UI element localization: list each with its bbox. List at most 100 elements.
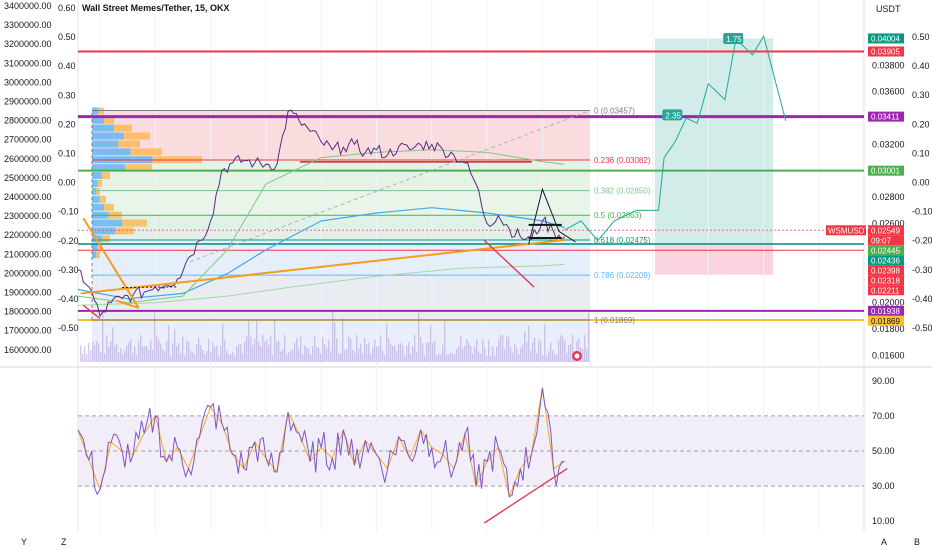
volume-bar bbox=[480, 353, 482, 362]
volume-bar bbox=[546, 355, 548, 362]
left-axis-1-tick: 3400000.00 bbox=[4, 1, 52, 11]
volume-bar bbox=[328, 339, 330, 362]
volume-bar bbox=[526, 342, 528, 362]
y-axis-toggle[interactable]: Y bbox=[21, 537, 27, 547]
z-axis-toggle[interactable]: Z bbox=[61, 537, 67, 547]
volume-bar bbox=[370, 354, 372, 362]
price-badge-label: 0.02211 bbox=[871, 286, 900, 295]
volume-bar bbox=[330, 350, 332, 362]
left-axis-2-tick: -0.10 bbox=[58, 207, 79, 217]
volume-bar bbox=[464, 345, 466, 362]
fib-zone bbox=[92, 215, 590, 241]
volume-profile-bar bbox=[92, 203, 105, 211]
rsi-divergence-line[interactable] bbox=[483, 467, 568, 524]
volume-bar bbox=[98, 343, 100, 362]
volume-bar bbox=[352, 349, 354, 362]
volume-bar bbox=[388, 338, 390, 362]
left-axis-2-tick: 0.00 bbox=[58, 178, 76, 188]
volume-bar bbox=[234, 355, 236, 362]
volume-bar bbox=[258, 342, 260, 362]
fib-zone bbox=[92, 190, 590, 216]
descending-trendline[interactable] bbox=[82, 217, 140, 309]
volume-bar bbox=[554, 353, 556, 362]
volume-bar bbox=[160, 343, 162, 362]
volume-bar bbox=[88, 343, 90, 362]
volume-bar bbox=[522, 344, 524, 362]
volume-bar bbox=[438, 353, 440, 362]
b-scale-button[interactable]: B bbox=[914, 537, 920, 547]
volume-bar bbox=[356, 334, 358, 362]
divergence-line[interactable] bbox=[82, 304, 101, 320]
long-position-stop-zone[interactable] bbox=[655, 245, 773, 275]
left-axis-1-tick: 3000000.00 bbox=[4, 77, 52, 87]
price-badge bbox=[868, 265, 904, 276]
volume-bar bbox=[86, 354, 88, 362]
volume-bar bbox=[324, 344, 326, 362]
volume-profile-bar bbox=[101, 235, 110, 243]
divergence-line[interactable] bbox=[483, 239, 535, 288]
volume-bar bbox=[184, 355, 186, 362]
support-trendline[interactable] bbox=[80, 239, 565, 295]
volume-bar bbox=[282, 349, 284, 362]
volume-bar bbox=[378, 346, 380, 362]
trend-segment[interactable] bbox=[116, 299, 140, 309]
volume-bar bbox=[466, 338, 468, 362]
right-axis-2-tick: 0.00 bbox=[912, 178, 930, 188]
price-axis-tick: 0.01600 bbox=[872, 350, 905, 360]
volume-bar bbox=[224, 340, 226, 362]
ma-slow bbox=[77, 263, 565, 306]
volume-bar bbox=[426, 342, 428, 362]
volume-bar bbox=[524, 330, 526, 362]
volume-bar bbox=[560, 335, 562, 362]
price-axis-tick: 0.02600 bbox=[872, 219, 905, 229]
volume-bar bbox=[264, 341, 266, 362]
left-axis-2-tick: 0.10 bbox=[58, 149, 76, 159]
volume-profile-bar bbox=[92, 164, 125, 172]
price-badge-label: 0.04004 bbox=[871, 34, 900, 43]
price-badge bbox=[868, 305, 904, 316]
volume-bar bbox=[384, 354, 386, 362]
volume-bar bbox=[500, 334, 502, 362]
volume-profile-bar bbox=[92, 180, 98, 187]
volume-bar bbox=[568, 344, 570, 362]
price-badge bbox=[868, 46, 904, 57]
price-axis-tick: 0.01800 bbox=[872, 324, 905, 334]
volume-bar bbox=[344, 349, 346, 362]
volume-bar bbox=[242, 353, 244, 362]
volume-bar bbox=[502, 335, 504, 362]
volume-bar bbox=[350, 338, 352, 362]
ma-green bbox=[77, 149, 565, 304]
left-axis-1-tick: 1600000.00 bbox=[4, 345, 52, 355]
projection-path[interactable] bbox=[564, 35, 787, 242]
time-axis-bar[interactable] bbox=[0, 533, 932, 550]
price-badge-label: 0.02398 bbox=[871, 266, 900, 275]
volume-bar bbox=[390, 344, 392, 362]
volume-bar bbox=[476, 338, 478, 362]
price-badge-label: 0.02436 bbox=[871, 256, 900, 265]
currency-label: USDT bbox=[876, 4, 901, 14]
volume-bar bbox=[314, 336, 316, 362]
auto-scale-button[interactable]: A bbox=[881, 537, 887, 547]
volume-bar bbox=[252, 345, 254, 362]
volume-profile-bar bbox=[97, 243, 102, 251]
volume-bar bbox=[226, 350, 228, 362]
volume-profile-bar bbox=[130, 148, 162, 156]
left-axis-1-tick: 3200000.00 bbox=[4, 39, 52, 49]
pattern-zigzag[interactable] bbox=[528, 187, 576, 245]
volume-bar bbox=[284, 334, 286, 362]
volume-profile-bar bbox=[92, 148, 131, 156]
volume-bar bbox=[206, 350, 208, 362]
price-badge bbox=[868, 285, 904, 296]
volume-bar bbox=[432, 342, 434, 362]
right-axis-2-tick: -0.50 bbox=[912, 323, 932, 333]
volume-profile-bar bbox=[101, 172, 110, 180]
volume-bar bbox=[278, 341, 280, 362]
left-axis-1-tick: 2600000.00 bbox=[4, 154, 52, 164]
long-position-target-zone[interactable] bbox=[655, 38, 773, 246]
left-axis-2-tick: 0.50 bbox=[58, 32, 76, 42]
flag-icon-inner bbox=[574, 353, 580, 359]
volume-bar bbox=[512, 352, 514, 362]
volume-bar bbox=[456, 349, 458, 362]
volume-bar bbox=[446, 354, 448, 362]
